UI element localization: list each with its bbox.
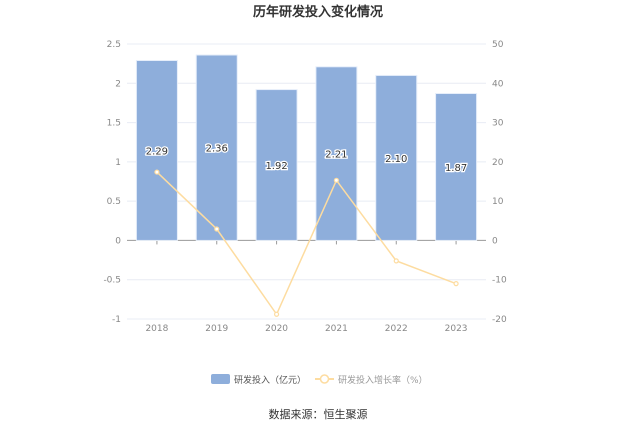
x-axis-tick-label: 2020	[265, 324, 288, 334]
legend-item-line[interactable]: 研发投入增长率（%）	[315, 374, 428, 386]
growth-rate-point	[393, 258, 399, 264]
x-axis-tick-label: 2021	[325, 324, 348, 334]
right-axis-tick-label: 40	[492, 79, 504, 89]
left-axis-tick-label: 1	[115, 158, 121, 168]
bar	[375, 74, 418, 241]
left-axis-tick-label: 0	[115, 236, 121, 246]
legend-bar-label: 研发投入（亿元）	[234, 374, 306, 386]
bar	[435, 93, 478, 241]
legend-line-label: 研发投入增长率（%）	[338, 374, 428, 386]
legend-line-marker	[319, 374, 330, 384]
bar-data-label: 1.87	[445, 163, 467, 174]
legend: 研发投入（亿元） 研发投入增长率（%）	[211, 374, 428, 386]
left-axis-tick-label: 0.5	[107, 197, 121, 207]
bar-data-label: 2.21	[325, 150, 347, 161]
bar	[255, 89, 298, 241]
x-axis-tick-label: 2022	[385, 324, 408, 334]
left-axis-tick-label: 2.5	[107, 40, 121, 50]
bar	[315, 66, 358, 241]
growth-rate-point	[453, 281, 459, 287]
bar-data-label: 1.92	[265, 161, 287, 172]
chart-title: 历年研发投入变化情况	[253, 4, 383, 20]
source-note: 数据来源：恒生聚源	[269, 407, 368, 421]
bar-data-label: 2.10	[385, 154, 407, 165]
left-axis-tick-label: -1	[112, 315, 121, 325]
legend-item-bar[interactable]: 研发投入（亿元）	[211, 374, 306, 386]
x-axis-tick-label: 2023	[445, 324, 468, 334]
right-axis-tick-label: 0	[492, 236, 498, 246]
left-axis-tick-label: 1.5	[107, 119, 121, 129]
left-axis-tick-label: 2	[115, 79, 121, 89]
right-axis-tick-label: 50	[492, 40, 504, 50]
bar	[135, 60, 178, 241]
bar	[195, 54, 238, 241]
bar-data-label: 2.29	[146, 146, 168, 157]
bar-data-label: 2.36	[206, 144, 228, 155]
right-axis-tick-label: 10	[492, 197, 504, 207]
right-axis-tick-label: -20	[492, 315, 507, 325]
growth-rate-point	[333, 177, 340, 183]
right-axis-tick-label: 30	[492, 119, 504, 129]
left-axis-tick-label: -0.5	[103, 276, 121, 286]
growth-rate-point	[273, 311, 280, 317]
x-axis-tick-label: 2019	[205, 324, 228, 334]
right-axis-tick-label: 20	[492, 158, 504, 168]
x-axis-tick-label: 2018	[145, 324, 168, 334]
right-axis-tick-label: -10	[492, 276, 507, 286]
growth-rate-point	[154, 169, 160, 175]
growth-rate-point	[214, 226, 220, 232]
legend-bar-swatch	[211, 374, 230, 384]
growth-rate-line	[156, 171, 457, 316]
